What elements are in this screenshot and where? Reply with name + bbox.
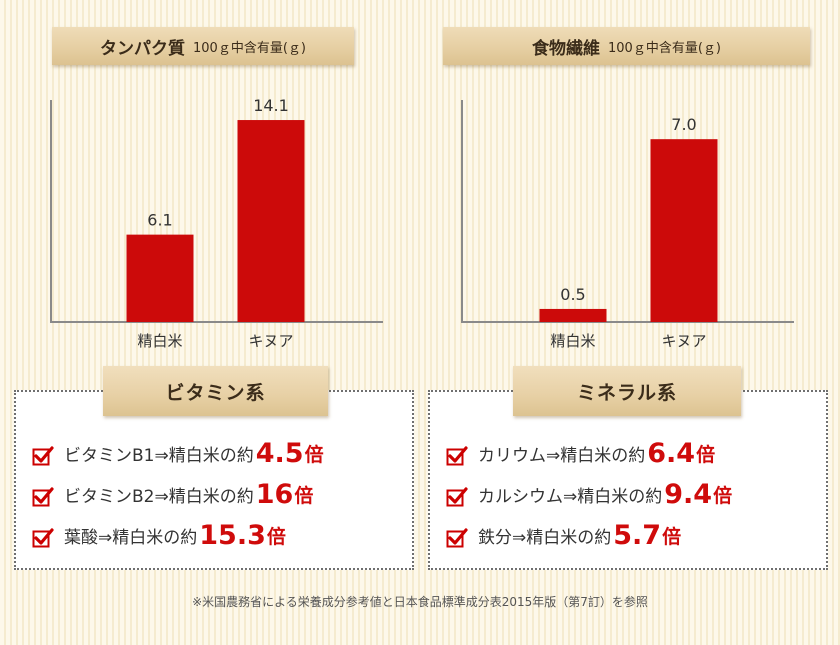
- protein-chart-title: タンパク質 100ｇ中含有量(ｇ): [52, 27, 354, 65]
- protein-category-label-2: キヌア: [248, 332, 293, 350]
- checkbox-check-icon: [446, 528, 468, 548]
- mineral-item-iron: 鉄分⇒精白米の約 5.7 倍: [446, 522, 681, 549]
- protein-data-label-2: 14.1: [253, 96, 289, 115]
- vitamin-panel: [14, 390, 414, 570]
- calcium-text: カルシウム⇒精白米の約: [478, 487, 663, 507]
- vitamin-panel-title: ビタミン系: [103, 366, 328, 416]
- protein-title: タンパク質: [100, 38, 186, 59]
- potassium-text: カリウム⇒精白米の約: [478, 446, 646, 466]
- fiber-bar-1: [539, 308, 607, 322]
- vitamin-b1-text: ビタミンB1⇒精白米の約: [64, 446, 254, 466]
- checkbox-check-icon: [446, 446, 468, 466]
- protein-data-label-1: 6.1: [147, 211, 172, 230]
- fiber-data-label-2: 7.0: [671, 115, 696, 134]
- vitamin-b2-number: 16: [255, 479, 294, 510]
- mineral-item-potassium: カリウム⇒精白米の約 6.4 倍: [446, 440, 715, 467]
- fiber-chart-title: 食物繊維 100ｇ中含有量(ｇ): [443, 27, 810, 65]
- checkbox-check-icon: [32, 528, 54, 548]
- mineral-panel: [428, 390, 828, 570]
- mineral-item-calcium: カルシウム⇒精白米の約 9.4 倍: [446, 481, 732, 508]
- folate-suffix: 倍: [266, 526, 286, 548]
- vitamin-item-b2: ビタミンB2⇒精白米の約 16 倍: [32, 481, 313, 508]
- checkbox-check-icon: [32, 446, 54, 466]
- iron-suffix: 倍: [662, 526, 682, 548]
- bar-charts: 6.1 精白米 14.1 キヌア 0.5 精白米 7.0 キヌア: [50, 96, 794, 350]
- fiber-category-label-2: キヌア: [661, 332, 706, 350]
- vitamin-item-folate: 葉酸⇒精白米の約 15.3 倍: [32, 522, 286, 549]
- fiber-data-label-1: 0.5: [560, 285, 585, 304]
- folate-number: 15.3: [199, 520, 266, 551]
- fiber-unit: 100ｇ中含有量(ｇ): [608, 40, 721, 56]
- checkbox-check-icon: [32, 487, 54, 507]
- vitamin-b2-suffix: 倍: [294, 485, 314, 507]
- vitamin-b1-suffix: 倍: [304, 444, 324, 466]
- potassium-number: 6.4: [647, 438, 696, 469]
- protein-bar-2: [237, 120, 305, 323]
- vitamin-b1-number: 4.5: [255, 438, 304, 469]
- protein-bar-1: [126, 234, 194, 322]
- mineral-panel-title: ミネラル系: [513, 366, 741, 416]
- potassium-suffix: 倍: [696, 444, 716, 466]
- iron-text: 鉄分⇒精白米の約: [478, 528, 612, 548]
- iron-number: 5.7: [613, 520, 662, 551]
- calcium-suffix: 倍: [713, 485, 733, 507]
- vitamin-b2-text: ビタミンB2⇒精白米の約: [64, 487, 254, 507]
- fiber-category-label-1: 精白米: [550, 332, 595, 350]
- calcium-number: 9.4: [664, 479, 713, 510]
- footnote: ※米国農務省による栄養成分参考値と日本食品標準成分表2015年版（第7訂）を参照: [192, 595, 648, 609]
- fiber-title: 食物繊維: [532, 38, 601, 59]
- fiber-bar-2: [650, 139, 718, 322]
- protein-category-label-1: 精白米: [137, 332, 182, 350]
- checkbox-check-icon: [446, 487, 468, 507]
- protein-unit: 100ｇ中含有量(ｇ): [193, 40, 306, 56]
- folate-text: 葉酸⇒精白米の約: [64, 528, 198, 548]
- vitamin-item-b1: ビタミンB1⇒精白米の約 4.5 倍: [32, 440, 324, 467]
